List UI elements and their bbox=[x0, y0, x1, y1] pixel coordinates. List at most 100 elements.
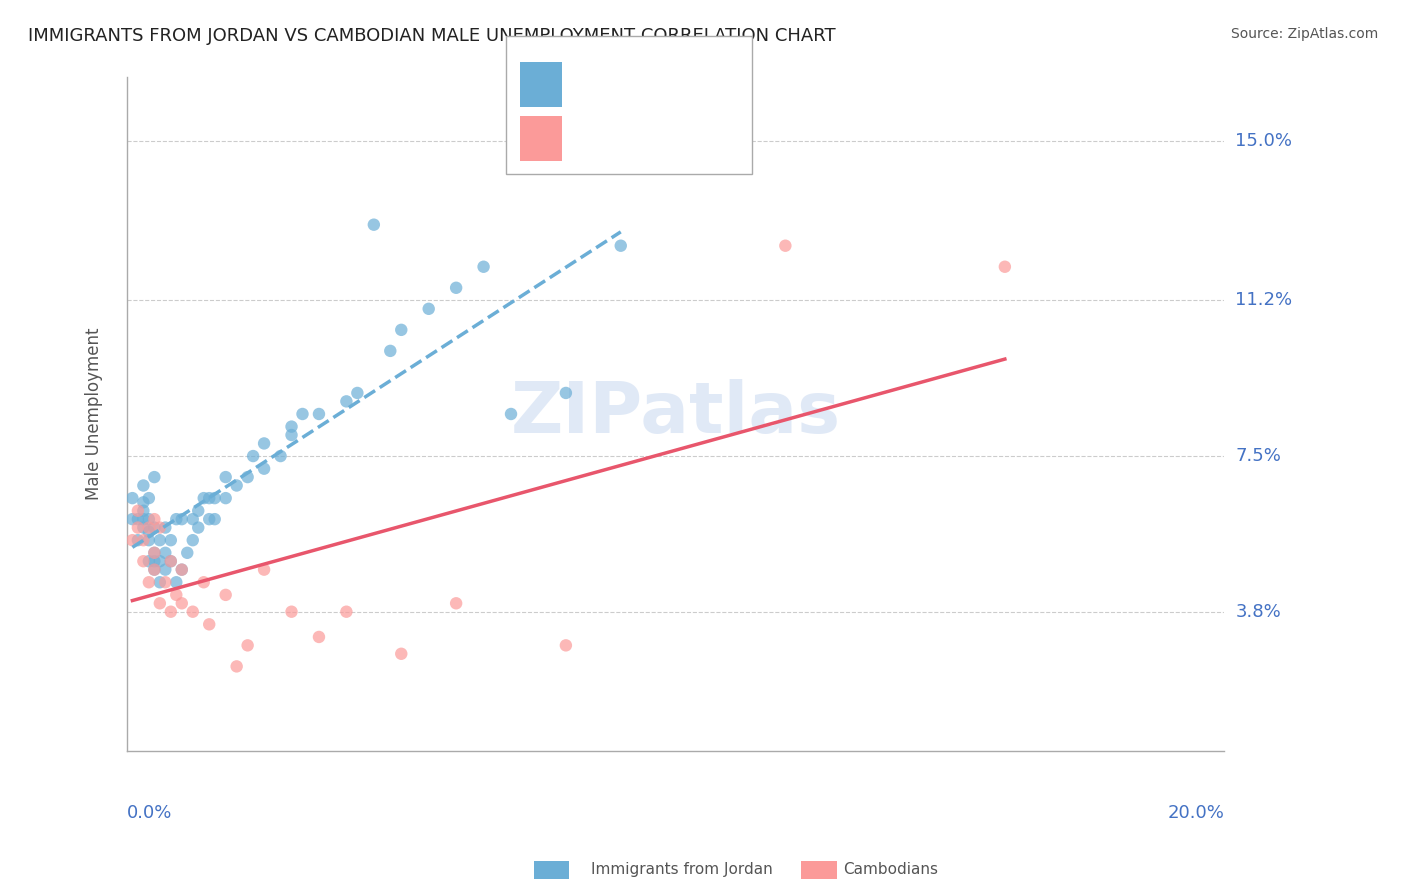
Point bbox=[132, 478, 155, 492]
Point bbox=[143, 563, 166, 577]
Point bbox=[236, 639, 259, 653]
Point bbox=[215, 470, 238, 484]
Point bbox=[127, 504, 149, 518]
Text: 64: 64 bbox=[710, 76, 735, 94]
Point bbox=[149, 575, 172, 590]
Point bbox=[242, 449, 264, 463]
Point bbox=[291, 407, 314, 421]
Point bbox=[554, 639, 576, 653]
Text: N =: N = bbox=[668, 129, 720, 147]
Point bbox=[389, 647, 412, 661]
Text: 20.0%: 20.0% bbox=[1167, 805, 1225, 822]
Point bbox=[444, 596, 467, 610]
Point bbox=[127, 520, 149, 534]
Point bbox=[335, 394, 357, 409]
Point bbox=[994, 260, 1017, 274]
Point bbox=[346, 386, 368, 401]
Point bbox=[775, 238, 797, 252]
Point bbox=[198, 617, 221, 632]
Point bbox=[165, 512, 187, 526]
Point bbox=[444, 281, 467, 295]
Point bbox=[181, 605, 204, 619]
Point bbox=[138, 491, 160, 505]
Point bbox=[380, 343, 402, 358]
Point bbox=[418, 301, 440, 316]
Point bbox=[215, 491, 238, 505]
Text: 15.0%: 15.0% bbox=[1236, 131, 1292, 150]
Point bbox=[155, 575, 177, 590]
Point bbox=[253, 563, 276, 577]
Point bbox=[308, 407, 330, 421]
Point bbox=[187, 520, 209, 534]
Point bbox=[149, 520, 172, 534]
Point bbox=[472, 260, 495, 274]
Point bbox=[204, 491, 226, 505]
Point bbox=[138, 554, 160, 568]
Text: 0.151: 0.151 bbox=[626, 76, 682, 94]
Point bbox=[176, 546, 198, 560]
Point bbox=[138, 524, 160, 539]
Text: 11.2%: 11.2% bbox=[1236, 292, 1292, 310]
Point bbox=[132, 554, 155, 568]
Point bbox=[143, 470, 166, 484]
Point bbox=[155, 563, 177, 577]
Point bbox=[215, 588, 238, 602]
Point bbox=[363, 218, 385, 232]
Point bbox=[187, 504, 209, 518]
Point bbox=[121, 512, 143, 526]
Point bbox=[270, 449, 292, 463]
Point bbox=[127, 533, 149, 548]
Text: N =: N = bbox=[668, 76, 720, 94]
Point bbox=[280, 419, 302, 434]
Point bbox=[143, 546, 166, 560]
Point bbox=[335, 605, 357, 619]
Point bbox=[121, 533, 143, 548]
Point bbox=[280, 605, 302, 619]
Point bbox=[132, 520, 155, 534]
Point bbox=[143, 520, 166, 534]
Point bbox=[170, 563, 193, 577]
Text: 7.5%: 7.5% bbox=[1236, 447, 1281, 465]
Point bbox=[159, 554, 181, 568]
Point bbox=[499, 407, 522, 421]
Point bbox=[280, 428, 302, 442]
Point bbox=[143, 512, 166, 526]
Point bbox=[181, 533, 204, 548]
Point bbox=[138, 512, 160, 526]
Point bbox=[236, 470, 259, 484]
Point bbox=[138, 575, 160, 590]
Point bbox=[149, 554, 172, 568]
Point bbox=[132, 504, 155, 518]
Point bbox=[225, 659, 247, 673]
Point bbox=[155, 520, 177, 534]
Text: 3.8%: 3.8% bbox=[1236, 603, 1281, 621]
Point bbox=[121, 491, 143, 505]
Point bbox=[143, 554, 166, 568]
Point bbox=[127, 512, 149, 526]
Point bbox=[193, 491, 215, 505]
Point bbox=[198, 512, 221, 526]
Point bbox=[143, 546, 166, 560]
Point bbox=[155, 546, 177, 560]
Text: Source: ZipAtlas.com: Source: ZipAtlas.com bbox=[1230, 27, 1378, 41]
Point bbox=[165, 588, 187, 602]
Point bbox=[225, 478, 247, 492]
Text: Cambodians: Cambodians bbox=[844, 863, 939, 877]
Point bbox=[143, 563, 166, 577]
Text: IMMIGRANTS FROM JORDAN VS CAMBODIAN MALE UNEMPLOYMENT CORRELATION CHART: IMMIGRANTS FROM JORDAN VS CAMBODIAN MALE… bbox=[28, 27, 835, 45]
Point bbox=[149, 596, 172, 610]
Point bbox=[308, 630, 330, 644]
Point bbox=[253, 436, 276, 450]
Point bbox=[181, 512, 204, 526]
Point bbox=[610, 238, 633, 252]
Point bbox=[165, 575, 187, 590]
Y-axis label: Male Unemployment: Male Unemployment bbox=[86, 327, 103, 500]
Text: 33: 33 bbox=[710, 129, 735, 147]
Point bbox=[132, 533, 155, 548]
Point bbox=[149, 533, 172, 548]
Text: 0.574: 0.574 bbox=[626, 129, 682, 147]
Point bbox=[204, 512, 226, 526]
Point bbox=[132, 495, 155, 509]
Point bbox=[554, 386, 576, 401]
Point bbox=[138, 533, 160, 548]
